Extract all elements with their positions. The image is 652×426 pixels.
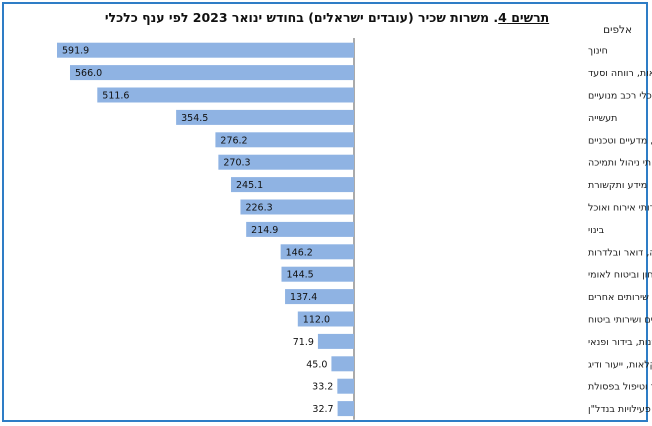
value-label: 226.3 <box>245 203 272 214</box>
bar <box>218 154 354 170</box>
value-label: 146.2 <box>286 247 313 258</box>
category-label: בינוי <box>588 225 605 236</box>
bar <box>297 311 354 327</box>
category-label: חינוך <box>588 46 608 57</box>
bar <box>337 401 354 417</box>
bar <box>317 333 354 349</box>
category-label: שירותי ניהול ותמיכה <box>588 158 652 169</box>
bar <box>57 42 354 58</box>
category-label: מינהל מקומי, ציבורי וביטחון וביטוח לאומי <box>588 270 652 281</box>
bar <box>280 244 354 260</box>
figure-label: תרשים 4 <box>498 10 550 25</box>
category-label: שירותים פיננסיים ושירותי ביטוח <box>588 315 652 326</box>
bar <box>69 65 355 81</box>
value-label: 112.0 <box>303 315 330 326</box>
category-label: שירותים אחרים <box>588 292 649 303</box>
category-label: מסחר סיטוני וקמעוני ותיקון כלי רכב מנועי… <box>588 91 652 102</box>
value-label: 32.7 <box>312 404 333 415</box>
value-label: 591.9 <box>62 46 89 57</box>
category-label: אמנות, בידור ופנאי <box>588 337 652 348</box>
bar <box>176 109 354 125</box>
bar <box>285 289 354 305</box>
category-label: שירותים מקצועיים, מדעיים וטכניים <box>588 135 652 146</box>
value-label: 71.9 <box>293 337 314 348</box>
title-separator: . <box>489 10 499 25</box>
bar <box>240 199 354 215</box>
bar <box>231 177 354 193</box>
category-label: שירותי תחבורה, אחסנה, דואר ובלדרות <box>588 247 652 258</box>
category-label: אספקת חשמל ומים, שירותי ביוב וטיהור וטיפ… <box>588 382 652 393</box>
value-label: 245.1 <box>236 180 263 191</box>
value-label: 33.2 <box>312 382 333 393</box>
category-label: מידע ותקשורת <box>588 180 647 191</box>
bar <box>337 378 354 394</box>
category-label: תעשייה <box>588 113 617 124</box>
category-label: שירותי אירוח ואוכל <box>588 203 652 214</box>
category-label: פעילויות בנדל"ן <box>588 404 651 415</box>
value-label: 45.0 <box>306 359 327 370</box>
chart-title: תרשים 4. משרות שכיר (עובדים ישראלים) בחו… <box>4 10 650 25</box>
bar <box>331 356 354 372</box>
bar <box>281 266 354 282</box>
value-label: 270.3 <box>223 158 250 169</box>
category-label: שירותי בריאות, רווחה וסעד <box>588 68 652 79</box>
value-label: 144.5 <box>286 270 313 281</box>
value-label: 511.6 <box>102 91 129 102</box>
title-text: משרות שכיר (עובדים ישראלים) בחודש ינואר … <box>104 10 490 25</box>
bar <box>215 132 354 148</box>
value-label: 566.0 <box>75 68 102 79</box>
bar <box>97 87 354 103</box>
bar <box>246 221 354 237</box>
value-label: 137.4 <box>290 292 317 303</box>
unit-label: אלפים <box>603 24 632 36</box>
value-label: 354.5 <box>181 113 208 124</box>
category-label: חקלאות, ייעור ודיג <box>588 359 652 370</box>
value-label: 276.2 <box>220 135 247 146</box>
value-label: 214.9 <box>251 225 278 236</box>
